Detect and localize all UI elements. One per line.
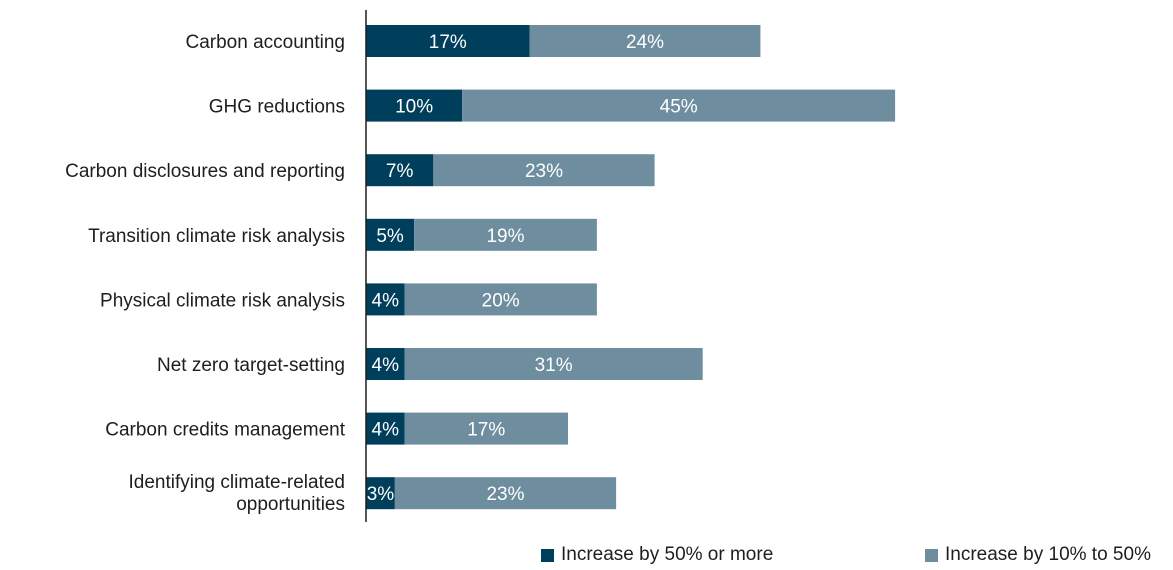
data-label-identifying-climate-related-opportunities-series-0: 3% [367, 484, 395, 505]
bar-carbon-accounting-series-0 [366, 25, 530, 57]
category-label-net-zero-target-setting: Net zero target-setting [157, 355, 345, 376]
legend-swatch-50-or-more [541, 548, 554, 562]
category-labels: Carbon accounting GHG reductions Carbon di… [65, 32, 346, 515]
data-label-ghg-reductions-series-1: 45% [660, 97, 698, 118]
bar-carbon-credits-management-series-1 [404, 412, 569, 445]
bar-transition-climate-risk-analysis-series-1 [414, 218, 597, 251]
data-label-net-zero-target-setting-series-0: 4% [372, 355, 400, 376]
category-label-ghg-reductions: GHG reductions [209, 97, 345, 118]
bar-carbon-credits-management-series-0 [366, 412, 405, 445]
data-label-carbon-credits-management-series-0: 4% [372, 420, 400, 441]
category-label-identifying-climate-related-opportunities: Identifying climate-related opportunities [129, 472, 346, 515]
bar-net-zero-target-setting-series-0 [366, 348, 405, 380]
data-label-carbon-disclosures-and-reporting-series-1: 23% [525, 161, 563, 182]
bar-carbon-disclosures-and-reporting-series-0 [366, 154, 434, 187]
data-label-identifying-climate-related-opportunities-series-1: 23% [486, 484, 524, 505]
legend-label-50-or-more: Increase by 50% or more [561, 544, 774, 565]
data-label-physical-climate-risk-analysis-series-1: 20% [482, 290, 520, 311]
bar-identifying-climate-related-opportunities-series-1 [394, 477, 617, 510]
category-label-carbon-accounting: Carbon accounting [186, 32, 346, 53]
data-label-ghg-reductions-series-0: 10% [395, 97, 433, 118]
category-label-physical-climate-risk-analysis: Physical climate risk analysis [100, 290, 345, 311]
legend-item-50-or-more: Increase by 50% or more [541, 542, 773, 568]
data-label-net-zero-target-setting-series-1: 31% [535, 355, 573, 376]
bar-transition-climate-risk-analysis-series-0 [366, 218, 415, 251]
bar-ghg-reductions-series-1 [462, 89, 896, 122]
data-label-carbon-disclosures-and-reporting-series-0: 7% [386, 161, 414, 182]
bars: 17% 24% 10% 45% 7% 23% 5% 19% 4% 20% 4% 31% 4% 17% 3% 2… [366, 25, 896, 510]
bar-net-zero-target-setting-series-1 [404, 348, 703, 380]
bar-identifying-climate-related-opportunities-series-0 [366, 477, 395, 510]
bar-carbon-disclosures-and-reporting-series-1 [433, 154, 655, 187]
data-label-physical-climate-risk-analysis-series-0: 4% [372, 290, 400, 311]
data-label-transition-climate-risk-analysis-series-1: 19% [486, 226, 524, 247]
legend-swatch-10-to-50 [925, 548, 938, 562]
bar-carbon-accounting-series-1 [529, 25, 761, 57]
category-label-transition-climate-risk-analysis: Transition climate risk analysis [88, 226, 345, 247]
legend-item-10-to-50: Increase by 10% to 50% [925, 542, 1151, 568]
category-label-carbon-credits-management: Carbon credits management [105, 420, 345, 441]
legend-label-10-to-50: Increase by 10% to 50% [945, 544, 1151, 565]
bar-physical-climate-risk-analysis-series-1 [404, 283, 597, 316]
data-label-carbon-credits-management-series-1: 17% [467, 420, 505, 441]
category-label-carbon-disclosures-and-reporting: Carbon disclosures and reporting [65, 161, 345, 182]
data-label-carbon-accounting-series-0: 17% [429, 32, 467, 53]
data-label-transition-climate-risk-analysis-series-0: 5% [376, 226, 404, 247]
bar-physical-climate-risk-analysis-series-0 [366, 283, 405, 316]
bar-ghg-reductions-series-0 [366, 89, 463, 122]
data-label-carbon-accounting-series-1: 24% [626, 32, 664, 53]
